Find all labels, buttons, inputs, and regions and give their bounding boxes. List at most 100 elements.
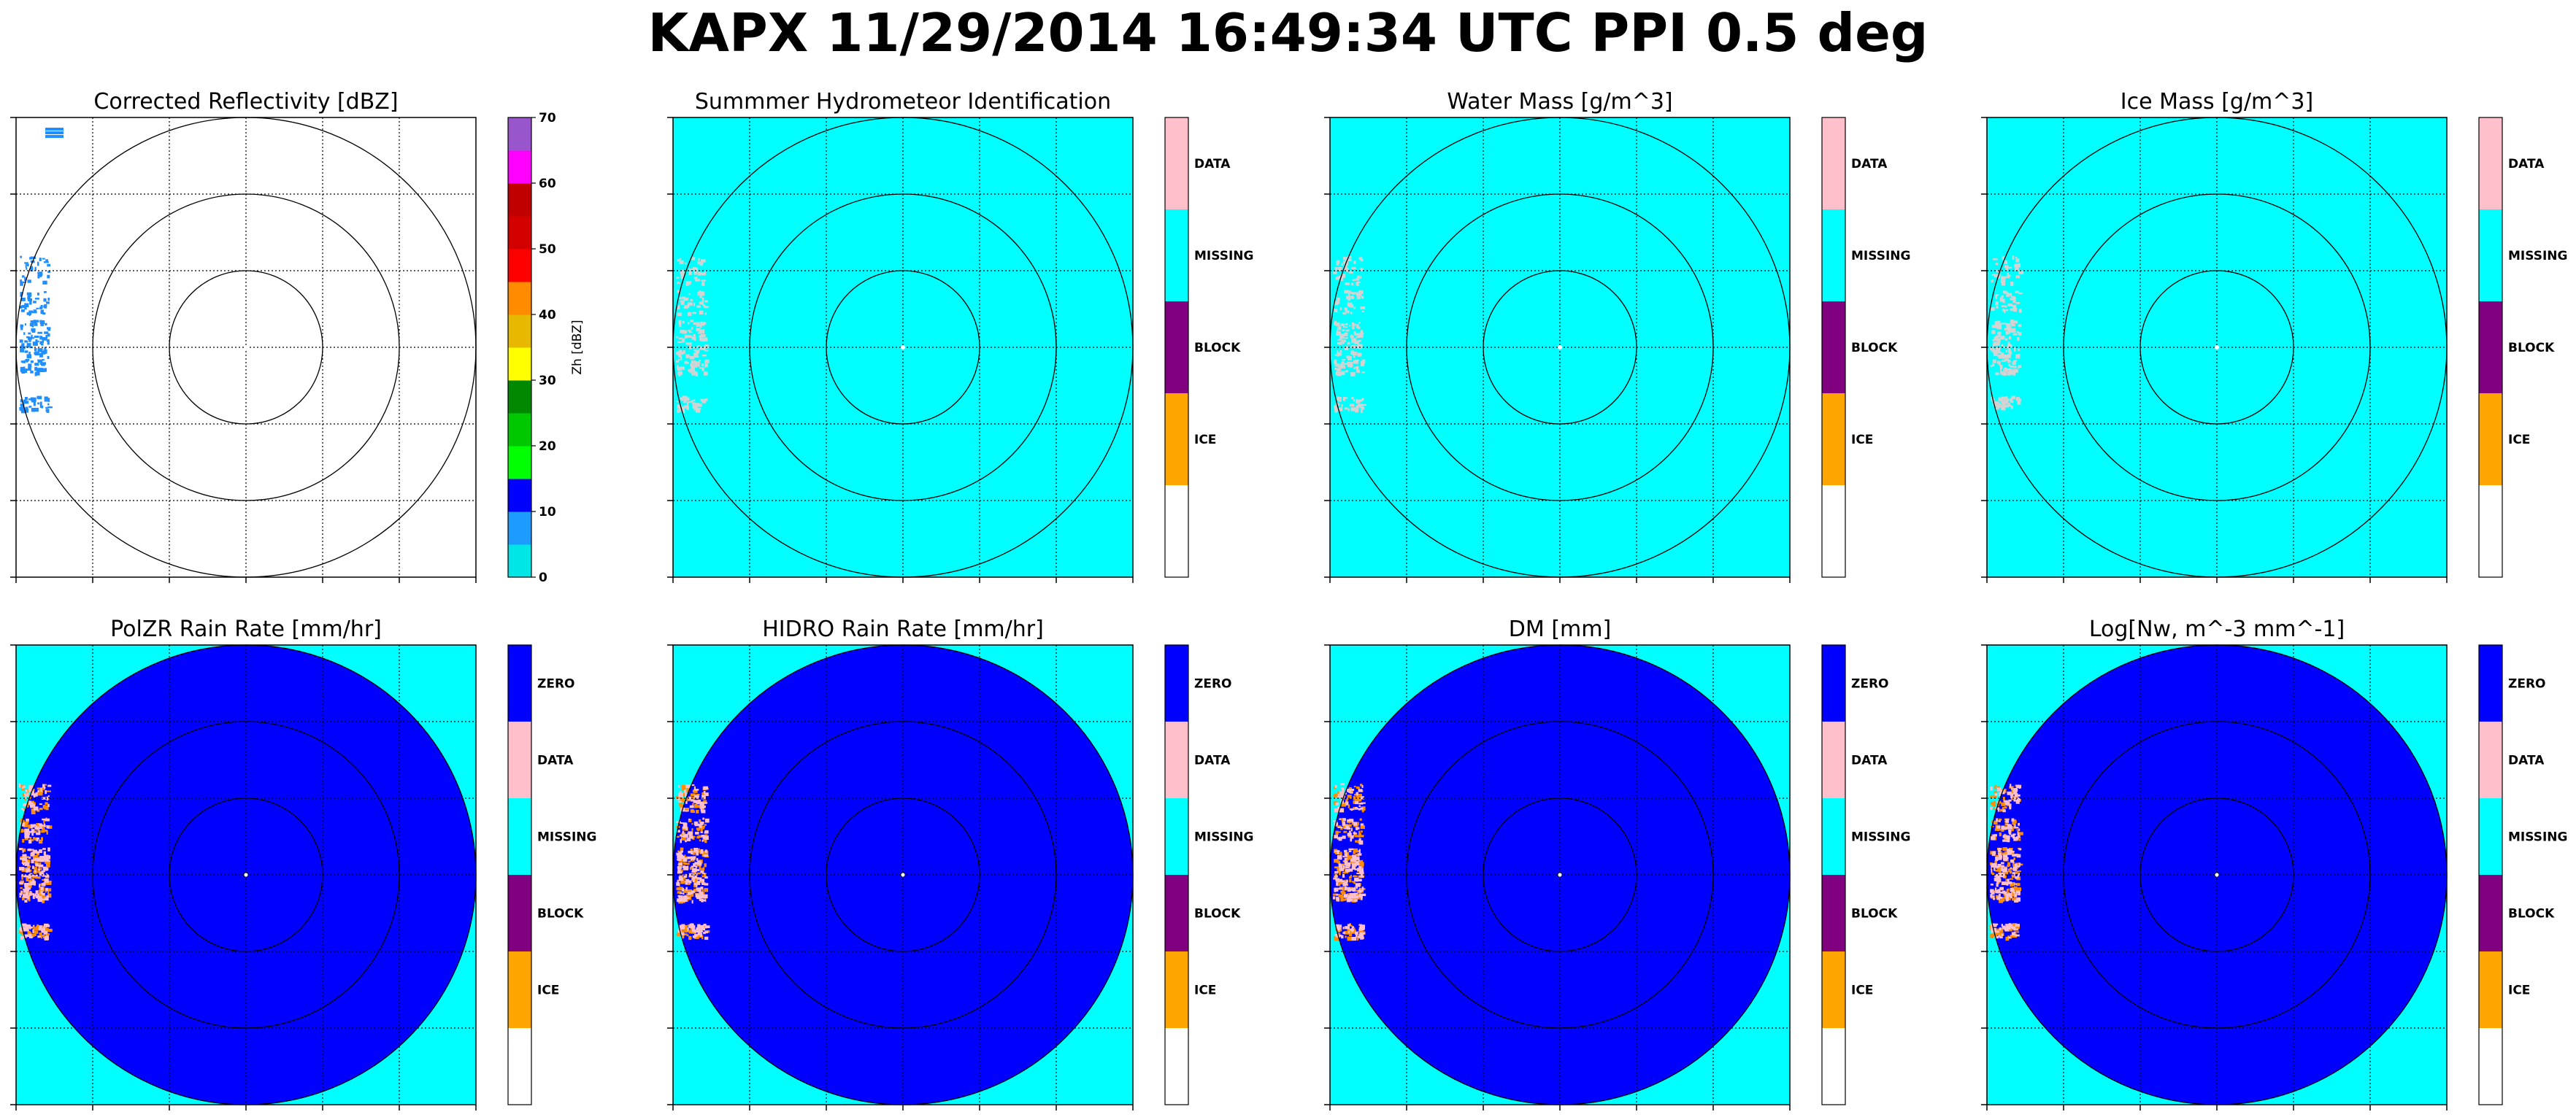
echo-pixel: [1999, 927, 2002, 931]
echo-pixel: [39, 888, 42, 892]
echo-pixel: [2010, 793, 2014, 796]
echo-pixel: [47, 847, 50, 851]
echo-pixel: [1361, 409, 1363, 413]
echo-pixel: [701, 898, 704, 903]
echo-pixel: [681, 838, 686, 841]
echo-pixel: [2012, 854, 2018, 856]
echo-pixel: [42, 339, 44, 344]
echo-pixel: [2002, 925, 2006, 930]
echo-pixel: [703, 899, 707, 902]
echo-pixel: [22, 857, 28, 861]
echo-pixel: [684, 862, 690, 865]
echo-pixel: [44, 347, 47, 350]
echo-pixel: [1998, 852, 2001, 856]
colorbar-category-label: BLOCK: [1194, 341, 1241, 355]
echo-pixel: [34, 363, 39, 366]
echo-pixel: [28, 839, 32, 844]
echo-pixel: [26, 267, 28, 270]
echo-pixel: [31, 839, 34, 841]
echo-pixel: [700, 807, 702, 811]
echo-pixel: [1342, 887, 1347, 891]
echo-pixel: [694, 823, 699, 827]
echo-pixel: [1352, 819, 1354, 823]
echo-pixel: [2004, 305, 2007, 308]
echo-pixel: [41, 797, 46, 800]
echo-pixel: [2007, 896, 2012, 899]
echo-pixel: [702, 329, 704, 334]
echo-pixel: [45, 817, 47, 819]
figure-title: KAPX 11/29/2014 16:49:34 UTC PPI 0.5 deg: [647, 2, 1929, 63]
echo-pixel: [682, 409, 685, 414]
echo-pixel: [685, 784, 691, 789]
echo-pixel: [677, 850, 680, 853]
echo-pixel: [2007, 332, 2010, 334]
echo-pixel: [2007, 897, 2011, 901]
echo-pixel: [1337, 860, 1341, 864]
echo-pixel: [1337, 796, 1341, 798]
echo-pixel: [1999, 792, 2001, 796]
echo-pixel: [696, 872, 701, 875]
echo-pixel: [36, 870, 41, 873]
echo-pixel: [2005, 349, 2007, 352]
echo-pixel: [60, 128, 64, 131]
echo-pixel: [26, 346, 28, 348]
echo-pixel: [1999, 936, 2003, 939]
echo-pixel: [2014, 899, 2019, 903]
echo-pixel: [690, 363, 694, 367]
colorbar-segment: [1165, 645, 1188, 722]
echo-pixel: [1355, 862, 1360, 866]
echo-pixel: [691, 851, 693, 854]
colorbar-tick-label: 10: [539, 505, 556, 520]
echo-pixel: [1334, 362, 1337, 367]
echo-pixel: [1360, 936, 1363, 940]
echo-pixel: [1339, 871, 1341, 876]
colorbar-category-label: ICE: [1194, 433, 1216, 447]
echo-pixel: [2001, 406, 2006, 411]
echo-pixel: [1337, 837, 1340, 840]
echo-pixel: [1358, 797, 1362, 802]
echo-pixel: [704, 936, 709, 941]
echo-pixel: [702, 867, 705, 870]
echo-pixel: [1991, 837, 1993, 840]
echo-pixel: [1998, 827, 2001, 831]
echo-pixel: [27, 298, 32, 301]
echo-pixel: [2007, 936, 2011, 939]
echo-pixel: [691, 784, 695, 787]
echo-pixel: [678, 895, 681, 900]
echo-pixel: [703, 791, 706, 795]
echo-pixel: [34, 830, 37, 833]
echo-pixel: [31, 927, 36, 929]
echo-pixel: [682, 827, 688, 829]
echo-pixel: [1347, 895, 1351, 900]
colorbar-tick-label: 30: [539, 374, 556, 388]
echo-pixel: [1355, 840, 1358, 843]
echo-pixel: [35, 339, 38, 342]
echo-pixel: [32, 341, 38, 346]
echo-pixel: [1352, 835, 1357, 837]
echo-pixel: [1345, 323, 1348, 325]
echo-pixel: [1998, 333, 2001, 337]
echo-pixel: [682, 395, 686, 398]
echo-pixel: [1354, 359, 1359, 362]
echo-pixel: [2000, 368, 2002, 372]
echo-pixel: [45, 860, 50, 862]
echo-pixel: [2015, 928, 2018, 930]
echo-pixel: [2001, 924, 2003, 927]
echo-pixel: [1353, 260, 1356, 264]
echo-pixel: [1350, 827, 1353, 832]
echo-pixel: [1347, 255, 1352, 258]
echo-pixel: [47, 328, 51, 331]
echo-pixel: [1338, 887, 1343, 890]
echo-pixel: [2005, 900, 2009, 902]
echo-pixel: [681, 366, 685, 370]
echo-pixel: [1337, 826, 1343, 828]
echo-pixel: [686, 934, 689, 937]
echo-pixel: [34, 348, 37, 352]
echo-pixel: [1356, 792, 1358, 796]
echo-pixel: [48, 135, 52, 138]
range-ring: [2063, 193, 2371, 501]
echo-pixel: [45, 868, 47, 871]
echo-pixel: [39, 925, 42, 929]
echo-pixel: [1992, 927, 1997, 931]
echo-pixel: [2009, 371, 2014, 375]
